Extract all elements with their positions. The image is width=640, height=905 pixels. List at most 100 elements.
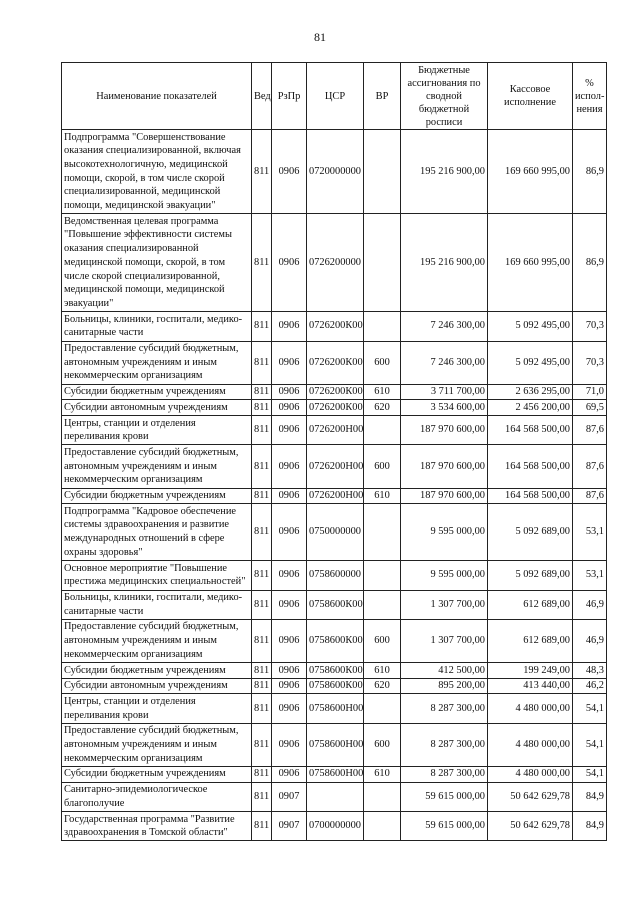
cell-rzpr: 0906 [271,589,307,620]
cell-rzpr: 0906 [271,383,307,401]
header-rzpr: РзПр [271,62,307,130]
cell-kass: 4 480 000,00 [487,722,573,767]
cell-ved: 811 [251,560,272,591]
cell-vr [363,693,401,724]
cell-vr: 620 [363,677,401,695]
table-row: Больницы, клиники, госпитали, медико-сан… [61,311,607,342]
cell-ved: 811 [251,503,272,562]
cell-csr: 0726200Н00 [306,444,364,489]
table-row: Предоставление субсидий бюджетным, автон… [61,618,607,664]
cell-budget: 412 500,00 [400,662,488,679]
cell-rzpr: 0907 [271,811,307,842]
cell-pct: 54,1 [572,765,607,783]
header-name: Наименование показателей [61,62,252,130]
table-row: Субсидии автономным учреждениям 811 0906 07… [61,677,607,695]
cell-rzpr: 0906 [271,560,307,591]
cell-name: Подпрограмма "Кадровое обеспечение систе… [61,503,252,562]
cell-budget: 8 287 300,00 [400,693,488,724]
cell-name: Ведомственная целевая программа "Повышен… [61,213,252,313]
cell-csr: 0726200К00 [306,340,364,385]
cell-name: Субсидии автономным учреждениям [61,399,252,417]
cell-kass: 5 092 495,00 [487,311,573,342]
cell-pct: 84,9 [572,781,607,813]
cell-pct: 69,5 [572,399,607,417]
cell-kass: 4 480 000,00 [487,765,573,783]
cell-vr: 600 [363,340,401,385]
cell-csr: 0758600Н00 [306,765,364,783]
cell-csr: 0726200Н00 [306,415,364,446]
cell-kass: 5 092 689,00 [487,560,573,591]
cell-pct: 53,1 [572,560,607,591]
cell-vr: 610 [363,487,401,505]
cell-name: Предоставление субсидий бюджетным, автон… [61,722,252,767]
cell-budget: 187 970 600,00 [400,487,488,505]
table-row: Ведомственная целевая программа "Повышен… [61,213,607,313]
table-row: Подпрограмма "Совершенствование оказания… [61,128,607,215]
cell-ved: 811 [251,340,272,385]
cell-budget: 895 200,00 [400,677,488,695]
cell-budget: 9 595 000,00 [400,560,488,591]
cell-rzpr: 0906 [271,503,307,562]
cell-rzpr: 0906 [271,618,307,664]
cell-csr: 0726200К00 [306,311,364,342]
cell-csr: 0758600К00 [306,662,364,679]
cell-ved: 811 [251,213,272,313]
cell-name: Больницы, клиники, госпитали, медико-сан… [61,311,252,342]
cell-kass: 164 568 500,00 [487,415,573,446]
cell-name: Предоставление субсидий бюджетным, автон… [61,444,252,489]
cell-budget: 7 246 300,00 [400,311,488,342]
cell-budget: 8 287 300,00 [400,765,488,783]
cell-ved: 811 [251,128,272,215]
cell-name: Подпрограмма "Совершенствование оказания… [61,128,252,215]
cell-rzpr: 0906 [271,415,307,446]
table-row: Предоставление субсидий бюджетным, автон… [61,722,607,767]
cell-ved: 811 [251,765,272,783]
cell-budget: 187 970 600,00 [400,415,488,446]
cell-name: Больницы, клиники, госпитали, медико-сан… [61,589,252,620]
cell-kass: 4 480 000,00 [487,693,573,724]
cell-csr: 0700000000 [306,811,364,842]
cell-name: Предоставление субсидий бюджетным, автон… [61,618,252,664]
cell-csr: 0758600К00 [306,589,364,620]
cell-csr [306,781,364,813]
cell-kass: 50 642 629,78 [487,781,573,813]
table-row: Основное мероприятие "Повышение престижа… [61,560,607,591]
header-budget: Бюджетные ассигнования по сводной бюджет… [400,62,488,130]
cell-budget: 1 307 700,00 [400,618,488,664]
cell-vr [363,560,401,591]
cell-pct: 70,3 [572,340,607,385]
cell-csr: 0750000000 [306,503,364,562]
cell-budget: 59 615 000,00 [400,781,488,813]
cell-rzpr: 0907 [271,781,307,813]
cell-kass: 164 568 500,00 [487,487,573,505]
cell-vr [363,811,401,842]
cell-name: Санитарно-эпидемиологическое благополучи… [61,781,252,813]
cell-csr: 0758600Н00 [306,693,364,724]
cell-budget: 8 287 300,00 [400,722,488,767]
cell-budget: 195 216 900,00 [400,213,488,313]
cell-rzpr: 0906 [271,399,307,417]
header-vr: ВР [363,62,401,130]
cell-csr: 0726200К00 [306,383,364,401]
table-row: Центры, станции и отделения переливания … [61,415,607,446]
cell-rzpr: 0906 [271,662,307,679]
cell-name: Субсидии бюджетным учреждениям [61,765,252,783]
cell-vr: 600 [363,444,401,489]
cell-ved: 811 [251,618,272,664]
cell-ved: 811 [251,677,272,695]
cell-ved: 811 [251,311,272,342]
table-row: Субсидии бюджетным учреждениям 811 0906 075… [61,765,607,783]
cell-pct: 48,3 [572,662,607,679]
table-row: Санитарно-эпидемиологическое благополучи… [61,781,607,813]
cell-kass: 5 092 689,00 [487,503,573,562]
cell-budget: 1 307 700,00 [400,589,488,620]
cell-vr [363,589,401,620]
cell-ved: 811 [251,781,272,813]
cell-kass: 2 636 295,00 [487,383,573,401]
cell-rzpr: 0906 [271,311,307,342]
cell-ved: 811 [251,383,272,401]
cell-ved: 811 [251,662,272,679]
cell-pct: 70,3 [572,311,607,342]
cell-kass: 50 642 629,78 [487,811,573,842]
cell-name: Основное мероприятие "Повышение престижа… [61,560,252,591]
